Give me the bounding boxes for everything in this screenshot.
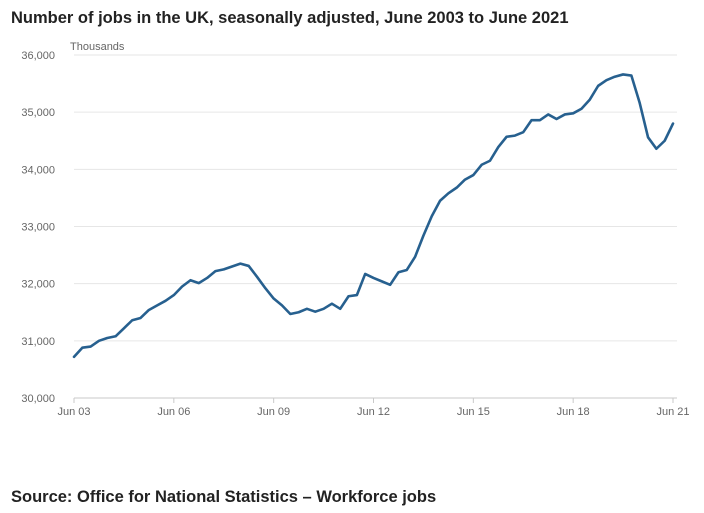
data-point <box>106 337 109 339</box>
data-point <box>189 279 192 282</box>
data-point <box>172 294 175 296</box>
data-point <box>389 283 392 286</box>
data-point <box>480 163 483 166</box>
data-point <box>289 313 292 315</box>
data-point <box>663 139 666 142</box>
data-point <box>264 287 267 290</box>
data-point <box>597 84 600 87</box>
data-point <box>414 255 416 258</box>
x-tick-label: Jun 09 <box>257 406 290 418</box>
data-point <box>555 118 558 120</box>
data-point <box>405 269 408 271</box>
y-tick-label: 35,000 <box>21 107 55 119</box>
y-tick-label: 34,000 <box>21 164 55 176</box>
y-tick-label: 32,000 <box>21 279 55 291</box>
y-axis-tick-labels: 30,000 31,000 32,000 33,000 34,000 35,000 36,0… <box>21 50 55 405</box>
gridlines <box>74 54 677 342</box>
data-point <box>256 275 258 278</box>
data-point <box>439 199 441 202</box>
data-point <box>538 119 541 122</box>
data-point <box>447 192 450 195</box>
data-point <box>514 134 516 137</box>
data-point <box>322 307 325 310</box>
data-point <box>380 280 383 283</box>
data-point <box>347 295 350 298</box>
y-tick-label: 30,000 <box>21 393 55 405</box>
y-tick-label: 31,000 <box>21 336 55 348</box>
source-note: Source: Office for National Statistics –… <box>11 488 437 506</box>
data-point <box>81 346 84 349</box>
data-point <box>281 304 283 307</box>
data-point <box>455 186 458 189</box>
data-point <box>131 319 134 322</box>
data-point <box>181 285 184 288</box>
data-point <box>239 262 242 265</box>
data-point <box>89 345 92 348</box>
data-point <box>164 299 167 302</box>
x-axis-tick-labels: Jun 03 Jun 06 Jun 09 Jun 12 Jun 15 Jun 18 Jun … <box>57 406 689 418</box>
data-point <box>547 113 550 116</box>
data-point <box>355 294 358 296</box>
data-point <box>372 277 375 279</box>
data-point <box>73 355 75 358</box>
x-tick-label: Jun 12 <box>357 406 390 418</box>
data-point <box>114 335 117 338</box>
chart-title: Number of jobs in the UK, seasonally adj… <box>11 9 569 27</box>
data-point <box>331 302 333 305</box>
data-point <box>231 265 233 268</box>
data-point <box>638 102 641 104</box>
x-tick-label: Jun 06 <box>157 406 190 418</box>
data-point <box>214 270 217 272</box>
data-point <box>580 107 583 110</box>
data-point <box>530 119 533 122</box>
data-point <box>563 113 566 116</box>
data-point <box>139 317 142 319</box>
data-point <box>339 307 342 310</box>
data-point <box>472 174 475 176</box>
data-point <box>314 310 317 313</box>
x-axis <box>73 397 677 403</box>
data-point <box>197 282 200 284</box>
y-tick-label: 36,000 <box>21 50 55 62</box>
data-point <box>655 147 658 150</box>
x-tick-label: Jun 03 <box>57 406 90 418</box>
data-point <box>572 112 575 115</box>
data-point <box>622 73 624 76</box>
data-point <box>272 297 275 300</box>
data-point <box>505 135 508 138</box>
data-point <box>497 146 500 148</box>
data-point <box>364 273 367 275</box>
data-point <box>430 215 433 218</box>
data-point <box>588 98 591 101</box>
data-point <box>422 234 425 237</box>
data-point <box>672 122 674 125</box>
data-point <box>147 309 150 311</box>
data-point <box>206 277 209 279</box>
data-point <box>605 79 608 82</box>
series-line-jobs <box>72 73 675 359</box>
x-tick-label: Jun 21 <box>656 406 689 418</box>
x-tick-label: Jun 15 <box>457 406 490 418</box>
data-point <box>397 271 400 274</box>
data-point <box>522 131 525 134</box>
data-point <box>297 311 300 314</box>
data-point <box>489 159 491 162</box>
data-point <box>156 304 159 307</box>
data-point <box>123 327 125 330</box>
data-point <box>306 307 308 310</box>
data-point <box>613 75 616 78</box>
y-axis-unit-label: Thousands <box>70 41 125 53</box>
x-tick-label: Jun 18 <box>557 406 590 418</box>
data-point <box>630 74 633 77</box>
data-point <box>247 265 250 267</box>
data-point <box>222 268 225 271</box>
data-point <box>647 136 649 139</box>
data-point <box>98 339 100 342</box>
data-point <box>464 178 466 181</box>
data-points <box>73 73 674 358</box>
y-tick-label: 33,000 <box>21 222 55 234</box>
